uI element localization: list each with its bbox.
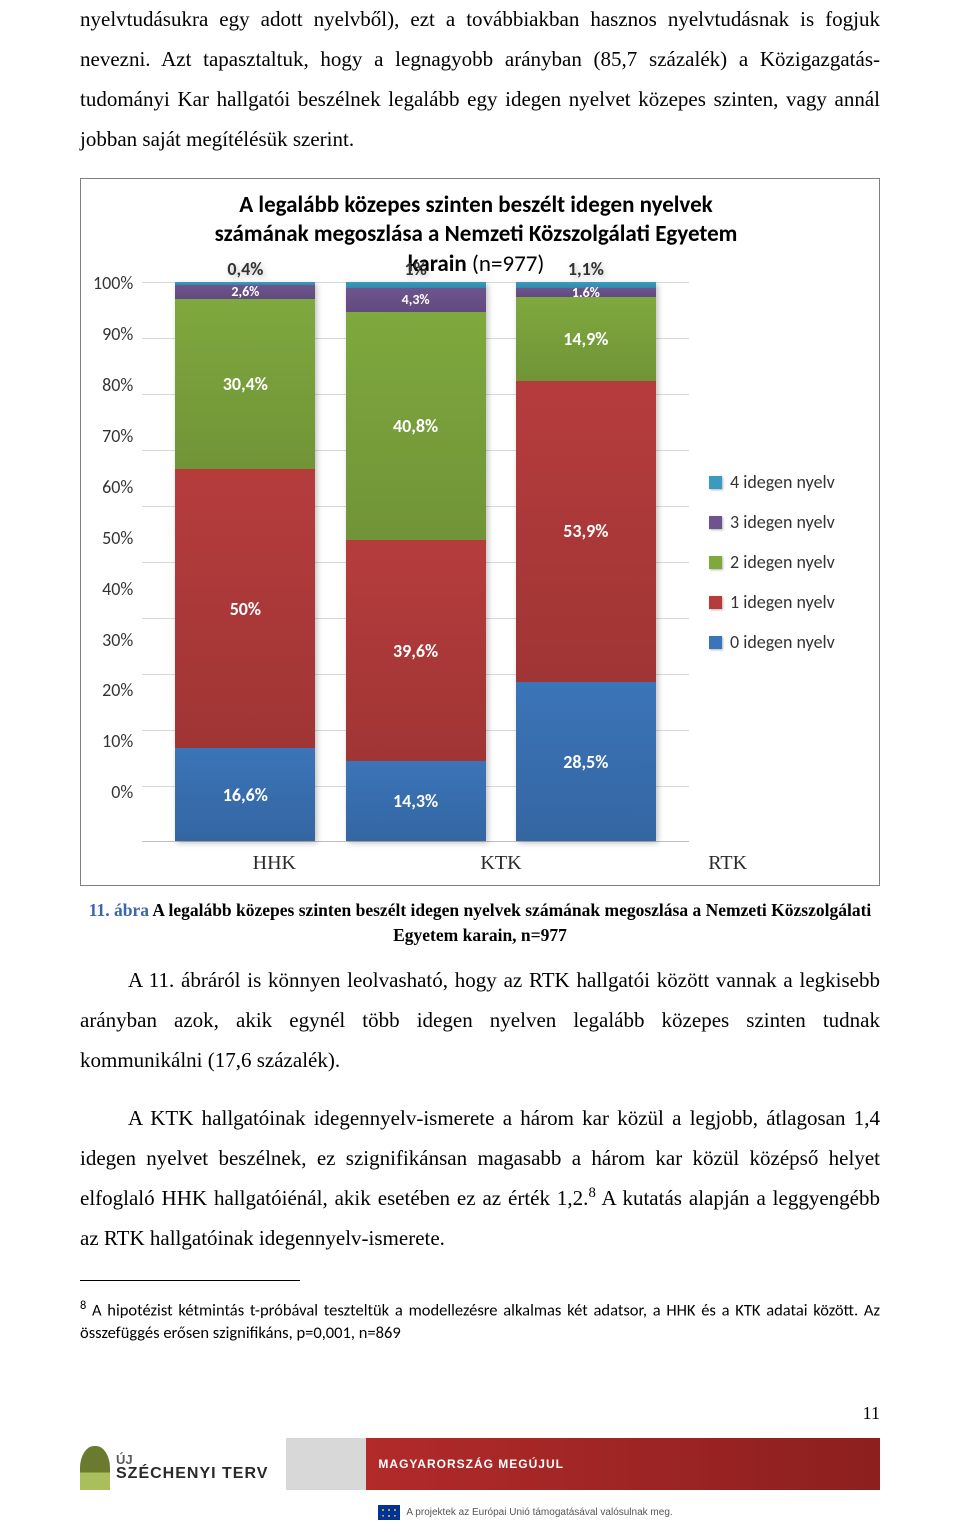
- bar-overflow-label: 1%: [346, 258, 486, 280]
- legend-item: 1 idegen nyelv: [709, 591, 859, 613]
- legend-label: 1 idegen nyelv: [730, 591, 835, 613]
- footnote-8: 8 A hipotézist kétmintás t-próbával tesz…: [80, 1298, 880, 1344]
- legend-swatch-icon: [709, 596, 722, 609]
- bar-segment: 1,6%: [516, 288, 656, 297]
- body-paragraph-3: A KTK hallgatóinak idegennyelv-ismerete …: [80, 1099, 880, 1259]
- document-page: nyelvtudásukra egy adott nyelvből), ezt …: [0, 0, 960, 1401]
- figure-number: 11. ábra: [89, 900, 153, 920]
- bar-segment: 2,6%: [175, 285, 315, 300]
- bar-segment: 28,5%: [516, 682, 656, 841]
- body-paragraph-2: A 11. ábráról is könnyen leolvasható, ho…: [80, 961, 880, 1081]
- footnote-separator: [80, 1280, 300, 1281]
- bar-segment: 40,8%: [346, 312, 486, 540]
- szechenyi-text: ÚJ SZÉCHENYI TERV: [116, 1453, 268, 1482]
- bar-segment: 14,9%: [516, 297, 656, 380]
- bar-segment: 16,6%: [175, 748, 315, 841]
- chart-bars: 0,4%16,6%50%30,4%2,6%1%14,3%39,6%40,8%4,…: [142, 282, 689, 842]
- eu-sub-text: A projektek az Európai Unió támogatásáva…: [406, 1507, 672, 1518]
- bar-segment: 39,6%: [346, 540, 486, 761]
- chart-plot-area: 100%90%80%70%60%50%40%30%20%10%0% 0,4%16…: [93, 282, 689, 842]
- chart-bar: 1%14,3%39,6%40,8%4,3%: [346, 282, 486, 841]
- legend-label: 2 idegen nyelv: [730, 551, 835, 573]
- legend-swatch-icon: [709, 636, 722, 649]
- y-tick: 80%: [93, 374, 133, 425]
- y-tick: 10%: [93, 730, 133, 781]
- legend-label: 3 idegen nyelv: [730, 511, 835, 533]
- chart-title-line2: számának megoszlása a Nemzeti Közszolgál…: [215, 220, 738, 248]
- x-category: HHK: [204, 852, 344, 875]
- chart-bar: 0,4%16,6%50%30,4%2,6%: [175, 282, 315, 841]
- y-tick: 0%: [93, 781, 133, 832]
- x-category: KTK: [431, 852, 571, 875]
- chart-body: 100%90%80%70%60%50%40%30%20%10%0% 0,4%16…: [93, 282, 859, 842]
- page-number: 11: [0, 1403, 960, 1424]
- bar-segment: 30,4%: [175, 299, 315, 469]
- chart-legend: 4 idegen nyelv 3 idegen nyelv 2 idegen nye…: [689, 282, 859, 842]
- eu-flag-icon: [378, 1505, 400, 1520]
- szechenyi-logo: ÚJ SZÉCHENYI TERV: [80, 1446, 268, 1490]
- chart-title-line1: A legalább közepes szinten beszélt idege…: [239, 191, 712, 219]
- y-tick: 70%: [93, 425, 133, 476]
- bar-segment: 14,3%: [346, 761, 486, 841]
- bar-segment: 50%: [175, 469, 315, 749]
- legend-item: 2 idegen nyelv: [709, 551, 859, 573]
- legend-item: 3 idegen nyelv: [709, 511, 859, 533]
- chart-y-axis: 100%90%80%70%60%50%40%30%20%10%0%: [93, 282, 141, 842]
- banner-text: MAGYARORSZÁG MEGÚJUL: [378, 1457, 564, 1471]
- szechenyi-mark-icon: [80, 1446, 110, 1490]
- bar-overflow-label: 0,4%: [175, 258, 315, 280]
- y-tick: 40%: [93, 578, 133, 629]
- bar-segment: 53,9%: [516, 381, 656, 682]
- legend-item: 0 idegen nyelv: [709, 631, 859, 653]
- legend-swatch-icon: [709, 476, 722, 489]
- chart-bar: 1,1%28,5%53,9%14,9%1,6%: [516, 282, 656, 841]
- y-tick: 50%: [93, 527, 133, 578]
- bar-segment: 4,3%: [346, 288, 486, 312]
- footnote-ref-8: 8: [588, 1185, 595, 1201]
- szechenyi-main: SZÉCHENYI TERV: [116, 1466, 268, 1482]
- eu-subtext: A projektek az Európai Unió támogatásáva…: [378, 1505, 672, 1520]
- stacked-bar-chart: A legalább közepes szinten beszélt idege…: [80, 178, 880, 887]
- figure-caption: 11. ábra A legalább közepes szinten besz…: [80, 898, 880, 947]
- y-tick: 30%: [93, 629, 133, 680]
- legend-swatch-icon: [709, 516, 722, 529]
- magyarorszag-banner: MAGYARORSZÁG MEGÚJUL A projektek az Euró…: [286, 1438, 880, 1490]
- legend-label: 0 idegen nyelv: [730, 631, 835, 653]
- body-paragraph-1: nyelvtudásukra egy adott nyelvből), ezt …: [80, 0, 880, 160]
- legend-swatch-icon: [709, 556, 722, 569]
- y-tick: 60%: [93, 476, 133, 527]
- bar-overflow-label: 1,1%: [516, 258, 656, 280]
- y-tick: 20%: [93, 679, 133, 730]
- footer-logos: ÚJ SZÉCHENYI TERV MAGYARORSZÁG MEGÚJUL A…: [0, 1438, 960, 1490]
- figure-caption-text: A legalább közepes szinten beszélt idege…: [152, 900, 871, 945]
- footnote-text: A hipotézist kétmintás t-próbával teszte…: [80, 1300, 880, 1342]
- chart-x-axis: HHK KTK RTK: [93, 842, 859, 879]
- chart-grid-area: 0,4%16,6%50%30,4%2,6%1%14,3%39,6%40,8%4,…: [141, 282, 689, 842]
- legend-label: 4 idegen nyelv: [730, 471, 835, 493]
- y-tick: 100%: [93, 272, 133, 323]
- legend-item: 4 idegen nyelv: [709, 471, 859, 493]
- y-tick: 90%: [93, 323, 133, 374]
- x-category: RTK: [658, 852, 798, 875]
